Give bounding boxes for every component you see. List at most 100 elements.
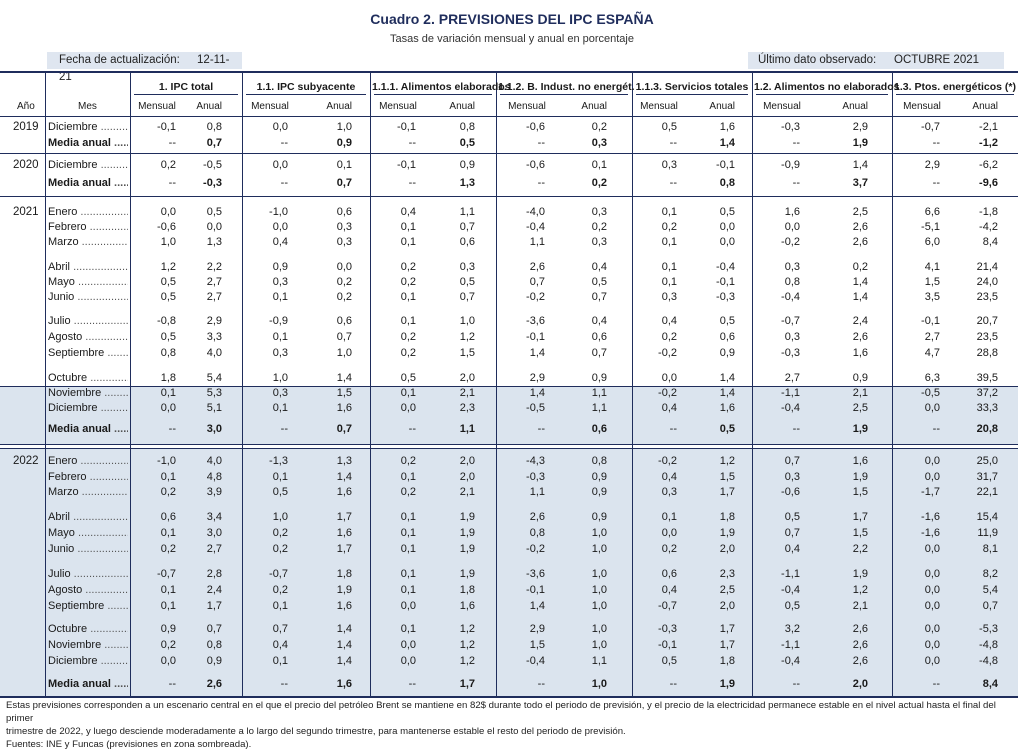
- month-text: Julio: [48, 568, 71, 580]
- annual-value: 1,6: [719, 121, 735, 133]
- leader-dots: ..........................: [85, 331, 128, 343]
- annual-value: 1,8: [719, 511, 735, 523]
- monthly-value: -0,3: [781, 347, 800, 359]
- annual-value: 4,0: [206, 455, 222, 467]
- group-underline: [500, 94, 628, 95]
- month-text: Media anual: [48, 137, 111, 149]
- last-observed-value: OCTUBRE 2021: [894, 54, 980, 66]
- leader-dots: ..........................: [107, 347, 128, 359]
- table-rule: [0, 448, 1018, 450]
- month-label: Noviembre ..........................: [48, 638, 128, 652]
- table-title: Cuadro 2. PREVISIONES DEL IPC ESPAÑA: [370, 11, 654, 27]
- annual-value: 28,8: [976, 347, 998, 359]
- monthly-value: --: [280, 678, 288, 690]
- annual-value: 2,0: [852, 678, 868, 690]
- annual-value: 1,4: [852, 291, 868, 303]
- annual-value: 0,6: [719, 331, 735, 343]
- annual-value: 3,9: [206, 486, 222, 498]
- year-label: 2020: [13, 159, 39, 171]
- monthly-value: -0,7: [658, 600, 677, 612]
- annual-value: 1,3: [206, 236, 222, 248]
- leader-dots: ..........................: [73, 315, 128, 327]
- monthly-value: --: [408, 137, 416, 149]
- annual-value: 1,6: [852, 347, 868, 359]
- annual-value: 1,9: [459, 568, 475, 580]
- annual-value: 5,4: [982, 584, 998, 596]
- monthly-value: 0,0: [400, 600, 416, 612]
- month-header: Mes: [78, 101, 97, 112]
- leader-dots: ..........................: [80, 206, 128, 218]
- monthly-value: 1,0: [160, 236, 176, 248]
- column-group-header: 1.1.2. B. Indust. no energét.: [498, 81, 635, 93]
- monthly-value: 0,4: [661, 315, 677, 327]
- monthly-value: 0,1: [400, 236, 416, 248]
- month-label: Marzo ..........................: [48, 485, 128, 499]
- monthly-value: 0,2: [400, 331, 416, 343]
- monthly-value: 0,7: [529, 276, 545, 288]
- monthly-value: 0,1: [272, 331, 288, 343]
- monthly-value: --: [792, 137, 800, 149]
- monthly-value: --: [537, 678, 545, 690]
- monthly-value: -0,2: [526, 543, 545, 555]
- annual-value: 1,0: [591, 527, 607, 539]
- monthly-value: -0,7: [157, 568, 176, 580]
- monthly-value: -0,1: [526, 331, 545, 343]
- group-underline: [134, 94, 238, 95]
- leader-dots: ..........................: [85, 584, 128, 596]
- monthly-value: 0,0: [924, 455, 940, 467]
- group-underline: [636, 94, 748, 95]
- monthly-value: 0,1: [272, 471, 288, 483]
- monthly-value: -0,6: [781, 486, 800, 498]
- annual-value: 2,9: [206, 315, 222, 327]
- annual-value: 1,3: [336, 455, 352, 467]
- annual-value: 0,7: [982, 600, 998, 612]
- monthly-value: 0,3: [272, 276, 288, 288]
- monthly-value: 6,0: [924, 236, 940, 248]
- mensual-header: Mensual: [251, 101, 289, 112]
- annual-value: 0,5: [591, 276, 607, 288]
- monthly-value: -0,4: [781, 291, 800, 303]
- monthly-value: 0,8: [160, 347, 176, 359]
- annual-value: 24,0: [976, 276, 998, 288]
- monthly-value: 0,3: [784, 261, 800, 273]
- month-label: Septiembre ..........................: [48, 346, 128, 360]
- monthly-value: --: [408, 678, 416, 690]
- annual-value: 1,0: [459, 315, 475, 327]
- monthly-value: 0,1: [661, 261, 677, 273]
- monthly-value: 0,1: [400, 221, 416, 233]
- anual-header: Anual: [449, 101, 475, 112]
- monthly-value: -0,3: [658, 623, 677, 635]
- month-text: Julio: [48, 315, 71, 327]
- monthly-value: 0,4: [784, 543, 800, 555]
- monthly-value: -0,6: [526, 159, 545, 171]
- monthly-value: 3,2: [784, 623, 800, 635]
- monthly-value: 0,1: [160, 471, 176, 483]
- month-label: Junio ..........................: [48, 290, 128, 304]
- column-group-header: 1.2. Alimentos no elaborados: [754, 81, 900, 93]
- annual-value: 5,1: [206, 402, 222, 414]
- monthly-value: 0,2: [160, 639, 176, 651]
- leader-dots: ..........................: [104, 639, 128, 651]
- table-rule: [0, 696, 1018, 698]
- monthly-value: 0,2: [661, 221, 677, 233]
- monthly-value: 0,6: [661, 568, 677, 580]
- leader-dots: ..........................: [80, 455, 128, 467]
- monthly-value: 0,2: [400, 347, 416, 359]
- leader-dots: ..........................: [89, 221, 128, 233]
- mensual-header: Mensual: [640, 101, 678, 112]
- annual-value: 0,3: [591, 236, 607, 248]
- month-text: Agosto: [48, 331, 83, 343]
- annual-value: 0,8: [206, 121, 222, 133]
- annual-value: 2,7: [206, 291, 222, 303]
- annual-value: 1,0: [591, 600, 607, 612]
- month-label: Diciembre ..........................: [48, 158, 128, 172]
- monthly-value: -0,5: [526, 402, 545, 414]
- leader-dots: ..........................: [81, 486, 128, 498]
- monthly-value: --: [792, 177, 800, 189]
- monthly-value: -0,1: [658, 639, 677, 651]
- annual-value: -4,2: [979, 221, 998, 233]
- monthly-value: 1,8: [160, 372, 176, 384]
- monthly-value: --: [792, 423, 800, 435]
- leader-dots: ..........................: [77, 291, 128, 303]
- monthly-value: 0,1: [400, 623, 416, 635]
